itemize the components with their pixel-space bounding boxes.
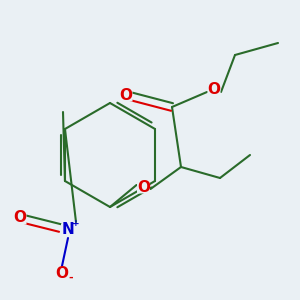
- Text: O: O: [208, 82, 220, 98]
- FancyBboxPatch shape: [14, 212, 26, 224]
- Text: O: O: [56, 266, 68, 281]
- Text: O: O: [137, 179, 150, 194]
- Text: O: O: [14, 211, 26, 226]
- Text: O: O: [119, 88, 133, 103]
- FancyBboxPatch shape: [61, 224, 75, 236]
- Text: N: N: [61, 223, 74, 238]
- FancyBboxPatch shape: [119, 88, 133, 101]
- FancyBboxPatch shape: [56, 268, 68, 281]
- FancyBboxPatch shape: [137, 181, 150, 194]
- FancyBboxPatch shape: [208, 83, 220, 97]
- Text: -: -: [69, 273, 73, 283]
- Text: +: +: [72, 220, 80, 229]
